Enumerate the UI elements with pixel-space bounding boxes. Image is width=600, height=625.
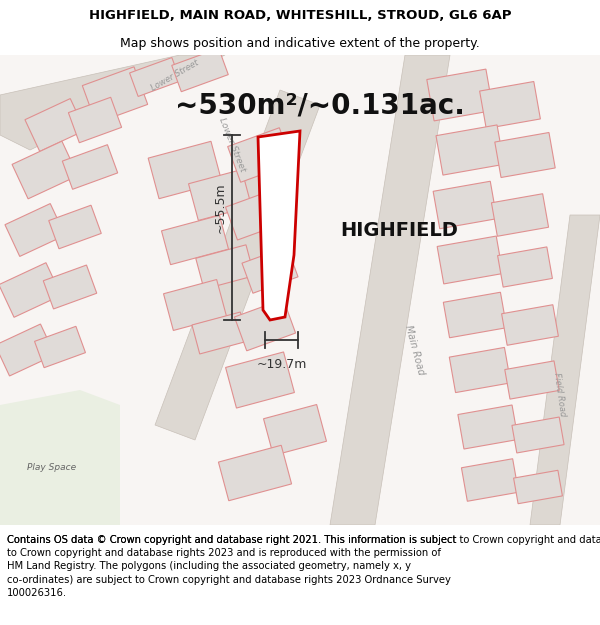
- Polygon shape: [479, 81, 541, 129]
- Polygon shape: [164, 279, 226, 331]
- Polygon shape: [530, 215, 600, 525]
- Polygon shape: [427, 69, 493, 121]
- Text: Main Road: Main Road: [404, 324, 427, 376]
- Polygon shape: [226, 352, 295, 408]
- Polygon shape: [35, 326, 85, 367]
- Polygon shape: [0, 390, 120, 525]
- Text: Contains OS data © Crown copyright and database right 2021. This information is : Contains OS data © Crown copyright and d…: [7, 535, 457, 598]
- Polygon shape: [461, 459, 518, 501]
- Text: Lower Street: Lower Street: [217, 117, 247, 173]
- Text: ~19.7m: ~19.7m: [256, 358, 307, 371]
- Polygon shape: [226, 190, 284, 240]
- Polygon shape: [192, 312, 248, 354]
- Text: HIGHFIELD, MAIN ROAD, WHITESHILL, STROUD, GL6 6AP: HIGHFIELD, MAIN ROAD, WHITESHILL, STROUD…: [89, 9, 511, 22]
- Polygon shape: [0, 324, 55, 376]
- Text: Field Road: Field Road: [553, 372, 568, 418]
- Polygon shape: [242, 247, 298, 293]
- Polygon shape: [436, 125, 504, 175]
- Polygon shape: [218, 445, 292, 501]
- Polygon shape: [82, 67, 148, 123]
- Polygon shape: [25, 99, 85, 151]
- Polygon shape: [62, 145, 118, 189]
- Text: Map shows position and indicative extent of the property.: Map shows position and indicative extent…: [120, 38, 480, 51]
- Polygon shape: [0, 55, 225, 150]
- Polygon shape: [433, 181, 497, 229]
- Polygon shape: [495, 132, 555, 178]
- Polygon shape: [505, 361, 559, 399]
- Polygon shape: [12, 141, 78, 199]
- Polygon shape: [0, 262, 61, 318]
- Polygon shape: [330, 55, 450, 525]
- Polygon shape: [258, 131, 300, 320]
- Text: ~530m²/~0.131ac.: ~530m²/~0.131ac.: [175, 91, 465, 119]
- Polygon shape: [43, 265, 97, 309]
- Polygon shape: [491, 194, 548, 236]
- Polygon shape: [49, 205, 101, 249]
- Polygon shape: [161, 216, 229, 264]
- Text: ~55.5m: ~55.5m: [214, 182, 227, 232]
- Polygon shape: [5, 204, 65, 256]
- Polygon shape: [458, 405, 518, 449]
- Text: Play Space: Play Space: [28, 462, 77, 471]
- Polygon shape: [188, 169, 251, 221]
- Text: Contains OS data © Crown copyright and database right 2021. This information is : Contains OS data © Crown copyright and d…: [7, 535, 600, 545]
- Polygon shape: [263, 404, 326, 456]
- Polygon shape: [235, 299, 296, 351]
- Polygon shape: [443, 292, 506, 338]
- Polygon shape: [514, 470, 562, 504]
- Text: HIGHFIELD: HIGHFIELD: [340, 221, 458, 239]
- Polygon shape: [512, 417, 564, 453]
- Polygon shape: [449, 348, 511, 392]
- Polygon shape: [196, 245, 254, 289]
- Polygon shape: [497, 247, 553, 287]
- Polygon shape: [437, 236, 503, 284]
- Polygon shape: [0, 55, 600, 525]
- Text: Lower Street: Lower Street: [149, 58, 200, 92]
- Polygon shape: [227, 127, 292, 182]
- Polygon shape: [130, 58, 181, 96]
- Polygon shape: [148, 141, 222, 199]
- Polygon shape: [172, 48, 228, 92]
- Polygon shape: [502, 305, 559, 345]
- Polygon shape: [68, 98, 122, 142]
- Polygon shape: [155, 90, 320, 440]
